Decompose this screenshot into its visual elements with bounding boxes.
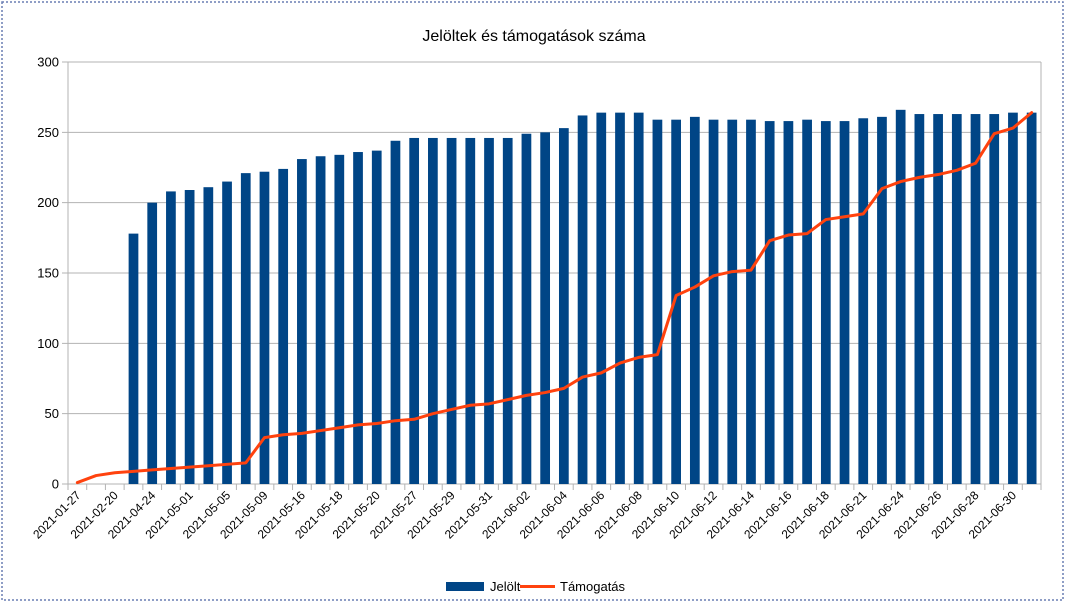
bar-jelolt — [540, 132, 551, 485]
legend-swatch-jelolt — [446, 582, 484, 591]
bar-jelolt — [615, 112, 625, 484]
bar-jelolt — [633, 112, 644, 484]
axes — [67, 62, 1042, 490]
bar-jelolt — [708, 119, 719, 484]
y-tick-label: 150 — [37, 266, 59, 281]
legend-label-tamogatas: Támogatás — [560, 579, 626, 594]
bar-jelolt — [147, 202, 158, 484]
bar-jelolt — [951, 114, 962, 485]
bar-jelolt — [334, 154, 345, 484]
bar-series — [128, 109, 1037, 485]
bar-jelolt — [184, 190, 195, 485]
bar-jelolt — [877, 116, 887, 485]
bar-jelolt — [970, 114, 981, 485]
legend-label-jelolt: Jelölt — [490, 579, 521, 594]
bar-jelolt — [428, 137, 438, 484]
bar-jelolt — [1008, 112, 1018, 484]
bar-jelolt — [989, 114, 1000, 485]
bar-jelolt — [371, 150, 382, 484]
bar-jelolt — [577, 115, 588, 484]
bar-jelolt — [895, 109, 906, 485]
bar-jelolt — [315, 156, 326, 484]
bar-jelolt — [858, 118, 869, 485]
bar-jelolt — [502, 137, 513, 484]
bar-jelolt — [802, 119, 812, 484]
y-tick-label: 50 — [45, 406, 59, 421]
y-tick-label: 300 — [37, 55, 59, 70]
bar-jelolt — [278, 168, 289, 484]
bar-jelolt — [671, 119, 681, 484]
bar-jelolt — [297, 159, 307, 484]
bar-jelolt — [783, 121, 794, 484]
bar-jelolt — [521, 133, 532, 485]
chart-title: Jelöltek és támogatások száma — [422, 28, 645, 45]
bar-jelolt — [409, 137, 420, 484]
bar-jelolt — [764, 121, 775, 484]
line-series — [75, 111, 1034, 485]
y-tick-label: 0 — [52, 477, 59, 492]
bar-jelolt — [353, 152, 363, 484]
bar-jelolt — [390, 140, 401, 485]
bar-jelolt — [727, 119, 738, 484]
bar-jelolt — [446, 137, 457, 484]
line-tamogatas — [75, 111, 1034, 485]
y-tick-label: 100 — [37, 336, 59, 351]
bar-jelolt — [746, 119, 756, 484]
bar-jelolt — [259, 171, 270, 484]
bar-jelolt — [222, 181, 232, 485]
bar-jelolt — [558, 128, 569, 484]
bar-jelolt — [820, 121, 831, 484]
bar-jelolt — [839, 121, 850, 484]
bar-jelolt — [652, 119, 663, 484]
bar-jelolt — [596, 112, 607, 484]
bar-jelolt — [1026, 112, 1037, 484]
bar-jelolt — [933, 114, 943, 485]
y-tick-label: 200 — [37, 195, 59, 210]
bar-jelolt — [484, 137, 494, 484]
bar-jelolt — [240, 173, 251, 485]
bar-jelolt — [128, 233, 139, 484]
bar-jelolt — [203, 187, 214, 484]
bar-jelolt — [914, 114, 925, 485]
legend: Jelölt Támogatás — [446, 579, 626, 594]
bar-jelolt — [166, 191, 176, 484]
bar-jelolt — [465, 137, 476, 484]
y-tick-label: 250 — [37, 125, 59, 140]
bar-jelolt — [689, 116, 700, 485]
y-axis-ticks: 0 50 100 150 200 250 300 — [37, 55, 59, 492]
